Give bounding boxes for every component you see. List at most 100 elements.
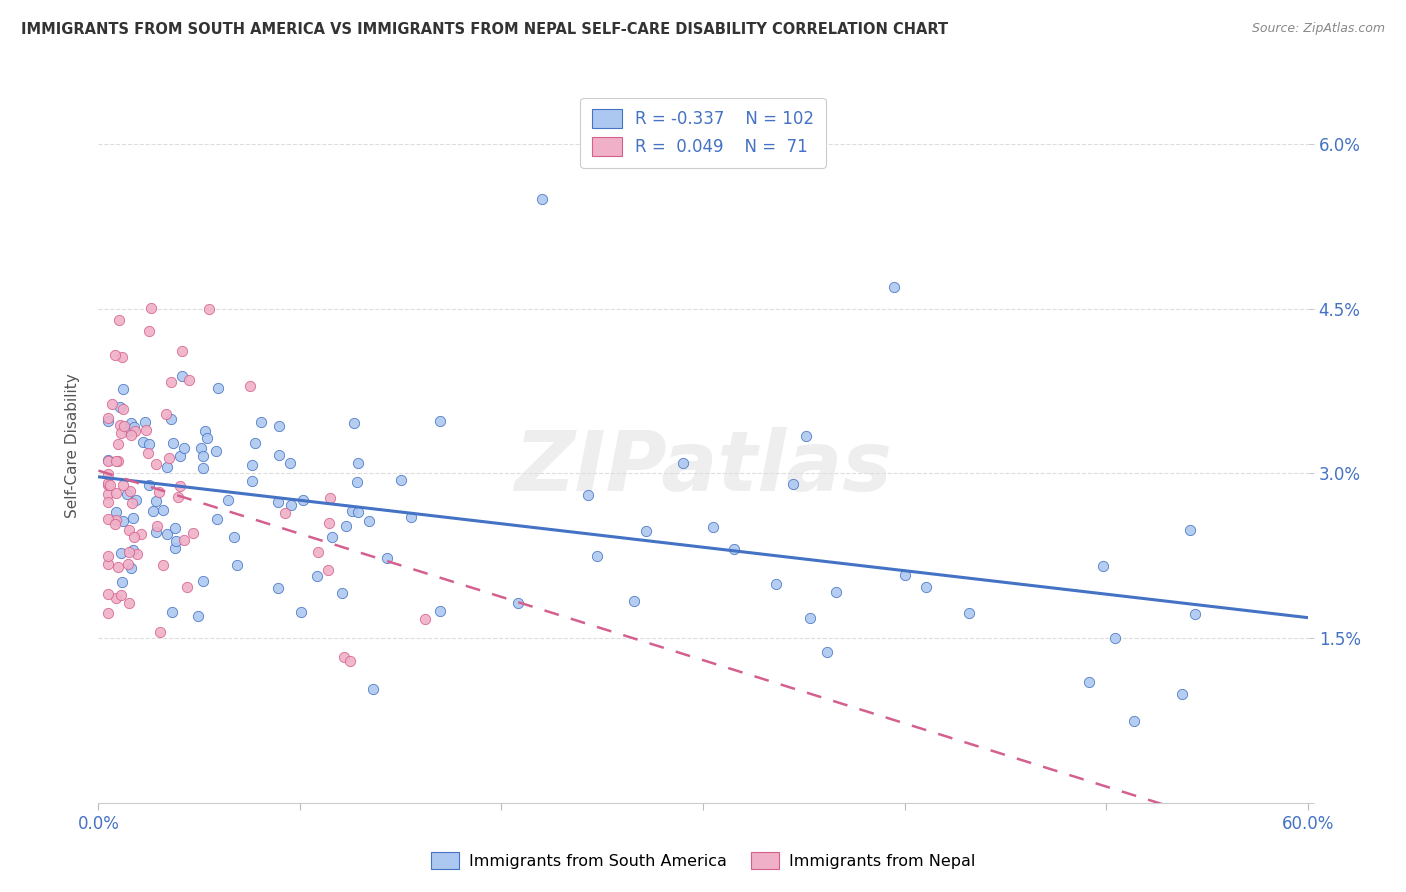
Point <box>782 476 804 491</box>
Point <box>305 569 328 583</box>
Point <box>121 542 143 557</box>
Point <box>1122 714 1144 728</box>
Point <box>794 429 817 443</box>
Point <box>117 486 139 500</box>
Point <box>672 456 695 470</box>
Point <box>97 411 120 425</box>
Point <box>429 604 451 618</box>
Point <box>155 460 177 475</box>
Point <box>204 444 226 458</box>
Point <box>217 492 239 507</box>
Point <box>163 541 186 556</box>
Point <box>139 301 162 316</box>
Point <box>894 567 917 582</box>
Point <box>138 477 160 491</box>
Point <box>110 425 132 440</box>
Point <box>198 301 221 316</box>
Point <box>290 605 312 619</box>
Point <box>97 512 120 526</box>
Point <box>319 491 342 505</box>
Point <box>1077 674 1099 689</box>
Point <box>104 513 127 527</box>
Point <box>104 591 127 606</box>
Point <box>280 498 302 512</box>
Point <box>118 545 141 559</box>
Point <box>120 560 142 574</box>
Point <box>112 478 135 492</box>
Point <box>122 530 145 544</box>
Point <box>375 551 398 566</box>
Point <box>108 400 131 414</box>
Point <box>173 533 195 548</box>
Point <box>357 514 380 528</box>
Point <box>112 382 135 396</box>
Point <box>321 530 343 544</box>
Point <box>172 368 194 383</box>
Point <box>97 607 120 621</box>
Point <box>156 527 179 541</box>
Point <box>239 378 262 392</box>
Point <box>347 456 370 470</box>
Point <box>118 596 141 610</box>
Point <box>361 682 384 697</box>
Point <box>145 518 167 533</box>
Point <box>623 594 645 608</box>
Point <box>97 495 120 509</box>
Point <box>240 458 263 473</box>
Point <box>125 493 148 508</box>
Point <box>169 449 191 463</box>
Point <box>342 504 364 518</box>
Point <box>149 625 172 640</box>
Point <box>166 490 188 504</box>
Point <box>307 545 329 559</box>
Point <box>145 524 167 539</box>
Point <box>111 574 134 589</box>
Point <box>132 434 155 449</box>
Point <box>165 521 187 535</box>
Point <box>576 488 599 502</box>
Point <box>506 596 529 610</box>
Point <box>278 456 301 470</box>
Point <box>152 558 174 573</box>
Point <box>124 424 146 438</box>
Point <box>346 475 368 489</box>
Point <box>343 416 366 430</box>
Y-axis label: Self-Care Disability: Self-Care Disability <box>65 374 80 518</box>
Point <box>118 524 141 538</box>
Point <box>267 581 290 595</box>
Point <box>318 516 340 530</box>
Point <box>127 547 149 561</box>
Point <box>157 451 180 466</box>
Point <box>530 192 553 206</box>
Point <box>121 496 143 510</box>
Point <box>183 526 205 541</box>
Point <box>104 516 127 531</box>
Point <box>97 478 120 492</box>
Point <box>1171 687 1194 701</box>
Point <box>316 563 339 577</box>
Point <box>702 520 724 534</box>
Point <box>148 485 170 500</box>
Point <box>191 460 214 475</box>
Point <box>249 415 271 429</box>
Point <box>429 414 451 428</box>
Point <box>105 505 128 519</box>
Point <box>347 505 370 519</box>
Point <box>97 487 120 501</box>
Point <box>162 436 184 450</box>
Point <box>136 446 159 460</box>
Point <box>799 611 821 625</box>
Point <box>98 477 121 491</box>
Point <box>97 558 120 572</box>
Point <box>97 549 120 564</box>
Point <box>190 442 212 456</box>
Text: IMMIGRANTS FROM SOUTH AMERICA VS IMMIGRANTS FROM NEPAL SELF-CARE DISABILITY CORR: IMMIGRANTS FROM SOUTH AMERICA VS IMMIGRA… <box>21 22 948 37</box>
Point <box>191 574 214 588</box>
Point <box>765 577 787 591</box>
Point <box>117 424 139 438</box>
Point <box>205 512 228 526</box>
Point <box>194 425 217 439</box>
Point <box>176 580 198 594</box>
Point <box>207 380 229 394</box>
Point <box>162 605 184 619</box>
